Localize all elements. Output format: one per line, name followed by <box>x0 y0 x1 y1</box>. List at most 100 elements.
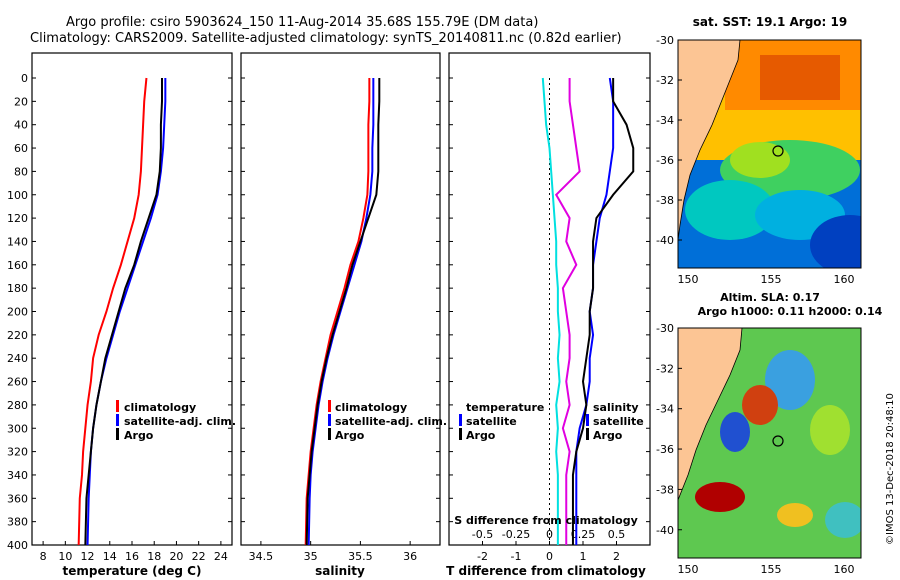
salinity-panel-frame <box>240 52 441 546</box>
depth-tick-label: 80 <box>14 165 28 178</box>
depth-tick-label: 360 <box>7 492 28 505</box>
sla-map <box>678 328 861 558</box>
sla-map-axis: -30 -32 -34 -36 -38 -40 150 155 160 <box>656 322 854 576</box>
salinity-xlabel: salinity <box>315 564 365 578</box>
map-x-tick-label: 150 <box>678 273 699 286</box>
depth-tick-label: 300 <box>7 422 28 435</box>
depth-tick-label: 220 <box>7 329 28 342</box>
x-tick-label: 12 <box>81 550 95 563</box>
series-line <box>305 78 381 546</box>
legend-swatch-climatology <box>116 400 119 412</box>
depth-tick-label: 20 <box>14 95 28 108</box>
legend-label-climatology: climatology <box>335 401 407 414</box>
x-tick-label: 20 <box>169 550 183 563</box>
depth-tick-label: 120 <box>7 212 28 225</box>
sla-cyan-patch <box>825 502 861 538</box>
series-line <box>575 77 615 545</box>
map-y-tick-label: -36 <box>656 443 674 456</box>
map-y-tick-label: -38 <box>656 194 674 207</box>
sla-high-3 <box>777 503 813 527</box>
map-y-tick-label: -34 <box>656 114 674 127</box>
s-diff-tick-label: -0.25 <box>502 528 530 541</box>
t-difference-legend: temperature satellite Argo <box>459 401 544 442</box>
x-tick-label: 2 <box>613 550 620 563</box>
depth-tick-label: 100 <box>7 189 28 202</box>
s-diff-tick-label: 0.5 <box>608 528 626 541</box>
sst-cyan-patch <box>685 180 775 240</box>
x-tick-label: 35.5 <box>348 550 373 563</box>
x-tick-label: 24 <box>214 550 228 563</box>
legend-swatch-argo <box>328 428 331 440</box>
sst-land <box>678 40 741 241</box>
salinity-plot: 34.5 35 35.5 36 <box>249 78 417 563</box>
legend-title-temperature: temperature <box>466 401 544 414</box>
x-tick-label: -1 <box>511 550 522 563</box>
sla-low-2 <box>720 412 750 452</box>
depth-tick-label: 0 <box>21 72 28 85</box>
legend-label-s-satellite: satellite <box>593 415 644 428</box>
sst-cold-patch <box>810 215 861 268</box>
legend-swatch-satellite <box>116 414 119 426</box>
map-y-tick-label: -32 <box>656 74 674 87</box>
x-tick-label: 35 <box>304 550 318 563</box>
x-tick-label: 22 <box>192 550 206 563</box>
map-y-tick-label: -34 <box>656 403 674 416</box>
legend-label-argo: Argo <box>335 429 365 442</box>
legend-label-climatology: climatology <box>124 401 196 414</box>
legend-swatch-climatology <box>328 400 331 412</box>
map-y-tick-label: -36 <box>656 154 674 167</box>
temperature-panel-frame <box>31 52 233 546</box>
series-line <box>77 77 148 546</box>
depth-tick-label: 260 <box>7 376 28 389</box>
legend-swatch-t-satellite <box>459 414 462 426</box>
depth-tick-label: 320 <box>7 446 28 459</box>
depth-axis: 0 20 40 60 80 100 120 140 160 180 200 220 240 260 280 3… <box>7 72 650 552</box>
depth-tick-label: 40 <box>14 119 28 132</box>
sla-map-frame <box>677 327 862 559</box>
title-line-2: Climatology: CARS2009. Satellite-adjuste… <box>30 31 622 46</box>
sst-argo-location-marker <box>772 145 784 157</box>
legend-label-t-argo: Argo <box>466 429 496 442</box>
sla-low-1 <box>765 350 815 410</box>
map-y-tick-label: -30 <box>656 34 674 47</box>
imos-credit: ©IMOS 13-Dec-2018 20:48:10 <box>885 393 896 545</box>
map-x-tick-label: 160 <box>834 273 855 286</box>
x-tick-label: 16 <box>125 550 139 563</box>
sla-argo-location-marker <box>772 435 784 447</box>
legend-title-salinity: salinity <box>593 401 639 414</box>
depth-tick-label: 200 <box>7 306 28 319</box>
s-difference-legend: salinity satellite Argo <box>586 401 644 442</box>
sst-map-axis: -30 -32 -34 -36 -38 -40 150 155 160 <box>656 34 854 286</box>
map-x-tick-label: 150 <box>678 563 699 576</box>
map-x-tick-label: 155 <box>761 563 782 576</box>
title-line-1: Argo profile: csiro 5903624_150 11-Aug-2… <box>66 15 538 30</box>
x-tick-label: 10 <box>58 550 72 563</box>
depth-tick-label: 140 <box>7 235 28 248</box>
legend-swatch-t-argo <box>459 428 462 440</box>
map-y-tick-label: -30 <box>656 322 674 335</box>
map-y-tick-label: -40 <box>656 524 674 537</box>
sst-map-frame <box>677 39 862 269</box>
series-line <box>304 78 371 546</box>
legend-swatch-s-satellite <box>586 414 589 426</box>
sla-land <box>678 328 743 501</box>
x-tick-label: 1 <box>580 550 587 563</box>
s-diff-tick-label: -0.5 <box>472 528 493 541</box>
legend-label-satellite: satellite-adj. clim. <box>335 415 447 428</box>
depth-tick-label: 280 <box>7 399 28 412</box>
s-diff-tick-label: 0.25 <box>571 528 596 541</box>
x-tick-label: 36 <box>403 550 417 563</box>
sla-high-2 <box>695 482 745 512</box>
legend-label-satellite: satellite-adj. clim. <box>124 415 236 428</box>
temperature-legend: climatology satellite-adj. clim. Argo <box>116 400 236 442</box>
legend-swatch-satellite <box>328 414 331 426</box>
map-y-tick-label: -32 <box>656 362 674 375</box>
map-y-tick-label: -38 <box>656 483 674 496</box>
map-y-tick-label: -40 <box>656 234 674 247</box>
sla-map-title-2: Argo h1000: 0.11 h2000: 0.14 <box>698 305 883 318</box>
sla-map-title-1: Altim. SLA: 0.17 <box>720 291 820 304</box>
x-tick-label: 14 <box>103 550 117 563</box>
legend-label-s-argo: Argo <box>593 429 623 442</box>
series-line <box>307 78 375 546</box>
sst-hot-patch <box>760 55 840 100</box>
